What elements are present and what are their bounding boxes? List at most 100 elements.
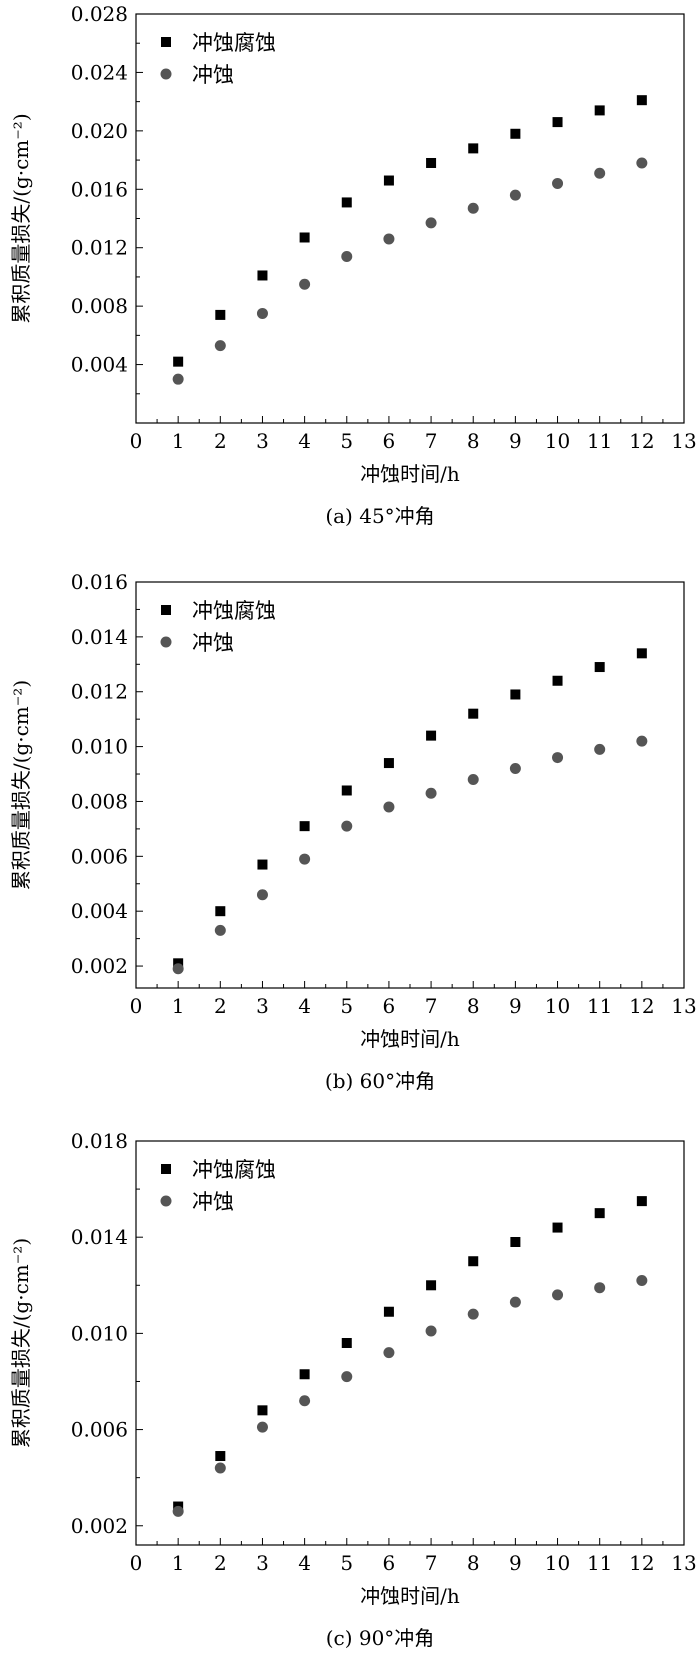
chart-c-point-erosion — [509, 1296, 521, 1308]
chart-c-x-tick-label: 8 — [467, 1551, 480, 1575]
chart-c-x-tick-label: 1 — [172, 1551, 185, 1575]
chart-a-legend-label: 冲蚀 — [192, 63, 234, 87]
chart-a-x-tick-label: 13 — [671, 429, 696, 453]
chart-panel-c: 0 1 2 3 4 5 6 7 8 9 10 11 12 130.0020.0060.0100.0140.… — [9, 1129, 697, 1650]
chart-c-caption: (c) 90°冲角 — [326, 1626, 435, 1650]
chart-c-y-tick-label: 0.002 — [71, 1514, 128, 1538]
chart-a-y-tick-label: 0.016 — [71, 177, 128, 201]
chart-c-point-erosion — [552, 1289, 564, 1301]
chart-c-point-erosion-corrosion — [341, 1338, 352, 1348]
chart-b-point-erosion-corrosion — [257, 859, 268, 870]
chart-b-x-tick-label: 8 — [467, 994, 480, 1018]
chart-c-point-erosion-corrosion — [257, 1405, 268, 1416]
chart-b-x-tick-label: 0 — [130, 994, 143, 1018]
chart-a-point-erosion-corrosion — [510, 128, 521, 139]
chart-a-x-tick-label: 3 — [256, 429, 269, 453]
chart-c-x-tick-label: 0 — [130, 1551, 143, 1575]
chart-c-point-erosion-corrosion — [215, 1451, 226, 1462]
chart-c-x-tick-label: 4 — [298, 1551, 311, 1575]
chart-b-point-erosion — [172, 963, 184, 975]
chart-c-x-tick-label: 9 — [509, 1551, 522, 1575]
chart-a-x-tick-label: 12 — [629, 429, 654, 453]
chart-c-x-tick-label: 2 — [214, 1551, 227, 1575]
chart-a-y-tick-label: 0.012 — [71, 236, 128, 260]
chart-a-y-tick-label: 0.004 — [71, 353, 128, 377]
chart-a-point-erosion — [636, 157, 648, 169]
chart-b-y-tick-label: 0.008 — [71, 789, 128, 813]
chart-a-point-erosion — [214, 340, 226, 352]
chart-a-x-tick-label: 0 — [130, 429, 143, 453]
chart-b-point-erosion-corrosion — [383, 758, 394, 769]
chart-b-point-erosion — [594, 743, 606, 755]
chart-b-y-tick-label: 0.006 — [71, 844, 128, 868]
chart-a-y-tick-label: 0.024 — [71, 60, 128, 84]
chart-b-point-erosion — [552, 752, 564, 764]
chart-b-y-tick-label: 0.010 — [71, 735, 128, 759]
chart-b-x-axis-title: 冲蚀时间/h — [360, 1027, 460, 1051]
chart-b-legend-label: 冲蚀腐蚀 — [192, 599, 276, 623]
chart-c-x-tick-label: 10 — [545, 1551, 570, 1575]
chart-a-x-tick-label: 11 — [587, 429, 612, 453]
chart-b-caption: (b) 60°冲角 — [325, 1069, 435, 1093]
chart-a-legend-label: 冲蚀腐蚀 — [192, 31, 276, 55]
chart-b-y-tick-label: 0.012 — [71, 680, 128, 704]
chart-a-point-erosion — [172, 373, 184, 385]
chart-b-point-erosion-corrosion — [341, 785, 352, 796]
chart-b-x-tick-label: 4 — [298, 994, 311, 1018]
chart-b-point-erosion — [636, 735, 648, 747]
chart-b-x-tick-label: 11 — [587, 994, 612, 1018]
chart-c-y-tick-label: 0.010 — [71, 1321, 128, 1345]
chart-c-point-erosion — [299, 1395, 311, 1407]
chart-c-point-erosion — [383, 1347, 395, 1359]
chart-a-caption: (a) 45°冲角 — [325, 504, 434, 528]
chart-b-x-tick-label: 5 — [340, 994, 353, 1018]
chart-c-point-erosion — [594, 1282, 606, 1294]
chart-a-point-erosion — [341, 250, 353, 262]
chart-b-point-erosion — [383, 801, 395, 813]
chart-c-x-tick-label: 7 — [425, 1551, 438, 1575]
chart-c-x-tick-label: 5 — [340, 1551, 353, 1575]
chart-c-x-tick-label: 13 — [671, 1551, 696, 1575]
chart-a-y-tick-label: 0.028 — [71, 2, 128, 26]
chart-b-point-erosion-corrosion — [594, 662, 605, 673]
chart-a-point-erosion — [509, 189, 521, 201]
chart-a-y-tick-label: 0.008 — [71, 294, 128, 318]
chart-b-x-tick-label: 6 — [383, 994, 396, 1018]
chart-a-point-erosion-corrosion — [594, 105, 605, 116]
chart-b-point-erosion — [256, 889, 268, 901]
chart-c-point-erosion-corrosion — [426, 1280, 437, 1291]
chart-panel-a: 0 1 2 3 4 5 6 7 8 9 10 11 12 130.0040.0080.0120.0160.… — [9, 2, 697, 528]
chart-b-y-tick-label: 0.002 — [71, 954, 128, 978]
chart-c-point-erosion-corrosion — [636, 1196, 647, 1207]
chart-a-legend-marker-square — [161, 37, 171, 47]
chart-c-point-erosion — [256, 1421, 268, 1433]
chart-a-point-erosion-corrosion — [341, 197, 352, 208]
chart-b-x-tick-label: 7 — [425, 994, 438, 1018]
chart-a-point-erosion — [256, 307, 268, 319]
chart-a-point-erosion-corrosion — [257, 270, 268, 281]
chart-b-point-erosion-corrosion — [636, 648, 647, 659]
chart-b-legend-label: 冲蚀 — [192, 631, 234, 655]
chart-a-point-erosion-corrosion — [468, 143, 479, 154]
chart-b-point-erosion — [214, 924, 226, 936]
chart-a-x-tick-label: 9 — [509, 429, 522, 453]
chart-b-x-tick-label: 1 — [172, 994, 185, 1018]
chart-a-legend-marker-circle — [160, 68, 172, 80]
chart-c-y-axis-title: 累积质量损失/(g·cm⁻²) — [9, 1238, 33, 1448]
chart-b-point-erosion-corrosion — [468, 708, 479, 719]
chart-a-x-tick-label: 6 — [383, 429, 396, 453]
chart-c-x-tick-label: 11 — [587, 1551, 612, 1575]
chart-b-y-tick-label: 0.016 — [71, 570, 128, 594]
chart-c-point-erosion-corrosion — [468, 1256, 479, 1267]
chart-a-point-erosion — [425, 217, 437, 229]
chart-c-point-erosion — [214, 1462, 226, 1474]
chart-a-point-erosion-corrosion — [383, 175, 394, 186]
chart-a-x-tick-label: 8 — [467, 429, 480, 453]
chart-a-point-erosion — [383, 233, 395, 245]
chart-c-x-tick-label: 3 — [256, 1551, 269, 1575]
chart-c-x-tick-label: 6 — [383, 1551, 396, 1575]
chart-b-x-tick-label: 2 — [214, 994, 227, 1018]
chart-c-y-tick-label: 0.006 — [71, 1418, 128, 1442]
chart-c-legend-marker-square — [161, 1164, 171, 1174]
chart-a-x-tick-label: 7 — [425, 429, 438, 453]
